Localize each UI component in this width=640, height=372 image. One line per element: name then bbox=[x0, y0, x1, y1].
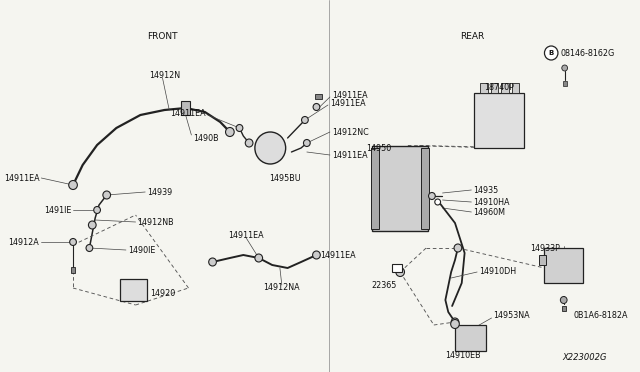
Circle shape bbox=[86, 244, 93, 251]
Bar bbox=[563, 80, 566, 86]
Bar bbox=[70, 267, 76, 273]
Circle shape bbox=[454, 244, 461, 252]
Bar bbox=[372, 145, 428, 231]
Text: 1490B: 1490B bbox=[193, 134, 219, 142]
Text: 14911EA: 14911EA bbox=[332, 151, 367, 160]
Bar bbox=[501, 83, 509, 93]
Circle shape bbox=[545, 46, 558, 60]
Text: 14911EA: 14911EA bbox=[320, 250, 356, 260]
Circle shape bbox=[301, 116, 308, 124]
Text: 14910EB: 14910EB bbox=[445, 352, 481, 360]
Circle shape bbox=[451, 320, 460, 328]
Text: X223002G: X223002G bbox=[563, 353, 607, 362]
Text: 1495BU: 1495BU bbox=[269, 173, 301, 183]
Bar bbox=[180, 101, 191, 115]
Text: 14912NC: 14912NC bbox=[332, 128, 369, 137]
Text: 14912NA: 14912NA bbox=[264, 283, 300, 292]
Bar bbox=[314, 93, 322, 99]
Circle shape bbox=[562, 65, 568, 71]
Bar bbox=[455, 325, 486, 351]
Text: REAR: REAR bbox=[460, 32, 484, 41]
Bar bbox=[545, 247, 583, 282]
Circle shape bbox=[70, 238, 76, 246]
Circle shape bbox=[245, 139, 253, 147]
Text: 22365: 22365 bbox=[371, 280, 397, 289]
Text: 14912A: 14912A bbox=[8, 237, 40, 247]
Circle shape bbox=[255, 132, 285, 164]
Text: 14950: 14950 bbox=[366, 144, 392, 153]
Circle shape bbox=[68, 180, 77, 189]
Circle shape bbox=[103, 191, 111, 199]
Text: 08146-8162G: 08146-8162G bbox=[561, 48, 615, 58]
Text: B: B bbox=[548, 50, 554, 56]
Bar bbox=[371, 148, 379, 228]
Circle shape bbox=[451, 318, 459, 326]
Bar bbox=[491, 83, 499, 93]
Bar bbox=[120, 279, 147, 301]
Text: 1491IE: 1491IE bbox=[44, 205, 71, 215]
Text: 14910HA: 14910HA bbox=[473, 198, 510, 206]
Bar bbox=[421, 148, 429, 228]
Text: 1490IE: 1490IE bbox=[128, 246, 156, 254]
Circle shape bbox=[93, 206, 100, 214]
Circle shape bbox=[435, 199, 440, 205]
Text: 14910DH: 14910DH bbox=[479, 267, 516, 276]
Text: 14920: 14920 bbox=[150, 289, 175, 298]
Bar bbox=[562, 305, 566, 311]
Text: 14935: 14935 bbox=[473, 186, 499, 195]
Text: 14960M: 14960M bbox=[473, 208, 505, 217]
Text: 14911EA: 14911EA bbox=[170, 109, 206, 118]
Circle shape bbox=[88, 221, 96, 229]
Circle shape bbox=[209, 258, 216, 266]
Circle shape bbox=[236, 125, 243, 131]
Text: 14933P: 14933P bbox=[531, 244, 561, 253]
Text: 14939: 14939 bbox=[147, 187, 172, 196]
Text: 14911EA: 14911EA bbox=[330, 99, 365, 108]
Text: FRONT: FRONT bbox=[147, 32, 178, 41]
Circle shape bbox=[303, 140, 310, 147]
Bar bbox=[474, 93, 524, 148]
Bar bbox=[392, 264, 402, 272]
Text: 14912NB: 14912NB bbox=[138, 218, 174, 227]
Circle shape bbox=[312, 251, 320, 259]
Bar bbox=[512, 83, 520, 93]
Bar bbox=[480, 83, 488, 93]
Text: 0B1A6-8182A: 0B1A6-8182A bbox=[573, 311, 628, 320]
Circle shape bbox=[255, 254, 262, 262]
Text: 18740P: 18740P bbox=[484, 83, 514, 92]
Text: 14911EA: 14911EA bbox=[228, 231, 264, 240]
Text: 14911EA: 14911EA bbox=[4, 173, 40, 183]
Bar bbox=[539, 255, 547, 265]
Text: 14912N: 14912N bbox=[149, 71, 180, 80]
Circle shape bbox=[396, 267, 404, 276]
Text: 14911EA: 14911EA bbox=[332, 90, 367, 99]
Circle shape bbox=[313, 103, 320, 110]
Text: 14953NA: 14953NA bbox=[493, 311, 530, 321]
Circle shape bbox=[561, 296, 567, 304]
Circle shape bbox=[225, 128, 234, 137]
Circle shape bbox=[429, 192, 435, 199]
